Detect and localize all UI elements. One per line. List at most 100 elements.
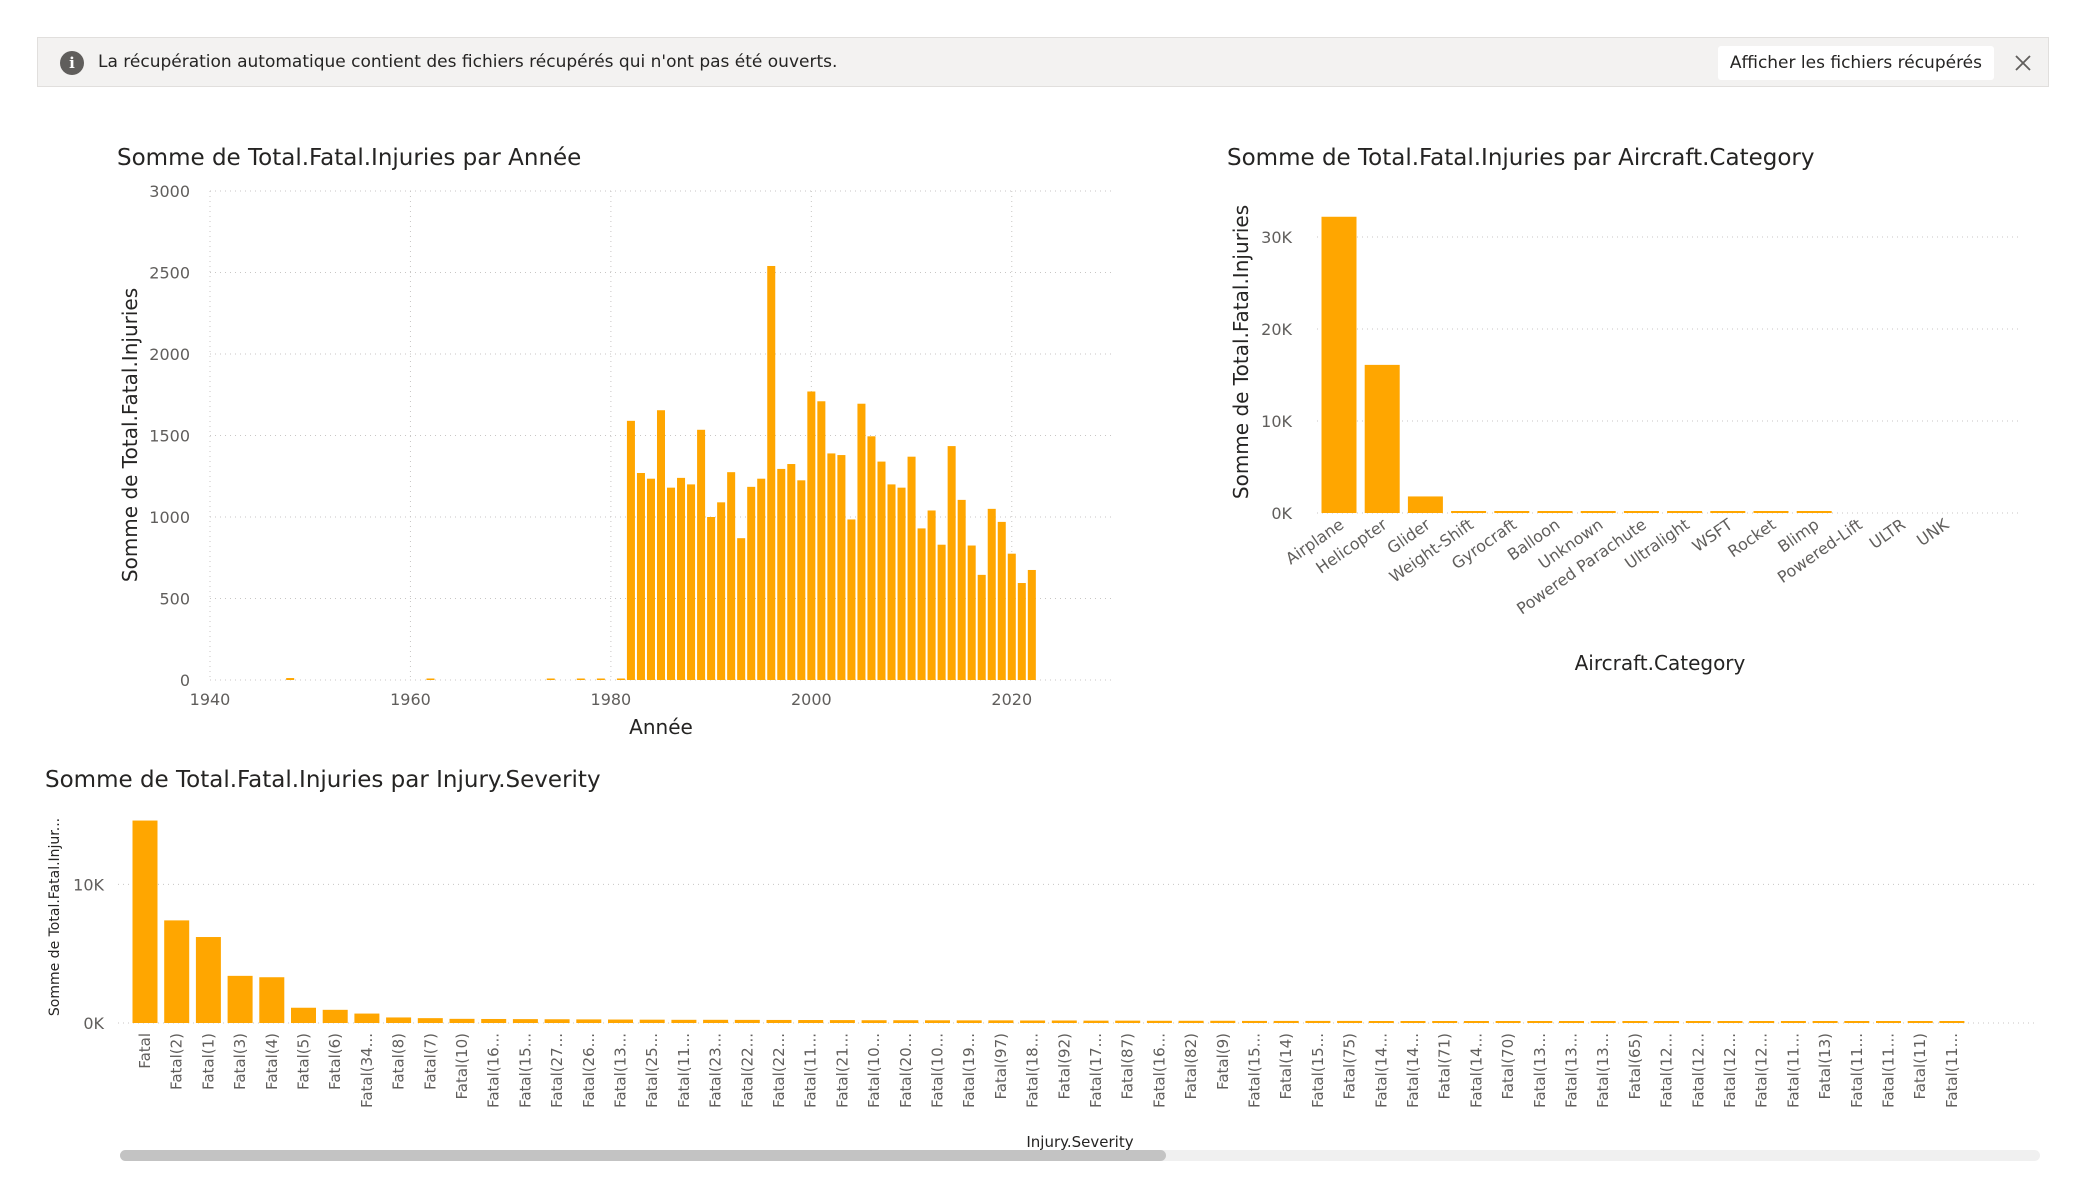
severity-x-tick-label: Fatal(97)	[992, 1033, 1010, 1099]
severity-bar	[576, 1019, 602, 1023]
severity-bar	[956, 1020, 982, 1023]
severity-bar	[322, 1009, 348, 1023]
year-y-tick-label: 0	[180, 671, 190, 690]
severity-x-tick-label: Fatal(11...	[675, 1033, 693, 1108]
severity-x-tick-label: Fatal(10...	[865, 1033, 883, 1108]
severity-x-tick-label: Fatal(12...	[1658, 1033, 1676, 1108]
year-bar	[957, 499, 966, 680]
info-icon: i	[60, 51, 84, 75]
year-bar	[687, 484, 696, 680]
severity-bar	[227, 975, 253, 1023]
severity-bar	[1749, 1021, 1775, 1023]
severity-x-tick-label: Fatal(23...	[707, 1033, 725, 1108]
severity-x-tick-label: Fatal(18...	[1024, 1033, 1042, 1108]
severity-x-tick-label: Fatal(87)	[1119, 1033, 1137, 1099]
close-icon[interactable]	[2012, 52, 2034, 74]
category-bar	[1580, 511, 1616, 513]
year-y-tick-label: 1000	[149, 508, 190, 527]
severity-x-tick-label: Fatal(6)	[326, 1033, 344, 1090]
year-bar	[977, 574, 986, 680]
category-bar	[1667, 511, 1703, 513]
severity-x-tick-label: Fatal(70)	[1499, 1033, 1517, 1099]
severity-x-tick-label: Fatal(11)	[1911, 1033, 1929, 1099]
severity-bar	[1590, 1021, 1616, 1023]
show-recovered-files-button[interactable]: Afficher les fichiers récupérés	[1717, 46, 1994, 80]
severity-y-axis-title: Somme de Total.Fatal.Injur...	[47, 818, 63, 1016]
severity-bar	[512, 1019, 538, 1023]
severity-bar	[1495, 1021, 1521, 1023]
severity-x-tick-label: Fatal(12...	[1721, 1033, 1739, 1108]
year-bar	[987, 508, 996, 680]
severity-bar	[703, 1019, 729, 1023]
severity-x-tick-label: Fatal(13)	[1816, 1033, 1834, 1099]
severity-bar	[259, 977, 285, 1023]
category-bar	[1753, 511, 1789, 513]
severity-bar	[417, 1018, 443, 1023]
severity-bar	[798, 1020, 824, 1023]
year-bar	[757, 478, 766, 680]
severity-x-tick-label: Fatal(20...	[897, 1033, 915, 1108]
severity-bar	[354, 1013, 380, 1023]
severity-bar	[1083, 1020, 1109, 1023]
year-x-axis-title: Année	[629, 715, 693, 739]
severity-x-tick-label: Fatal(71)	[1436, 1033, 1454, 1099]
year-bar	[787, 464, 796, 680]
recovery-notification-bar: i La récupération automatique contient d…	[37, 37, 2049, 87]
category-x-tick-label: ULTR	[1866, 515, 1909, 553]
severity-bar	[1337, 1020, 1363, 1023]
severity-y-tick-label: 10K	[73, 875, 104, 894]
severity-bar	[671, 1019, 697, 1023]
year-bar	[1027, 569, 1036, 680]
severity-bar	[1368, 1021, 1394, 1023]
category-y-tick-label: 20K	[1261, 320, 1292, 339]
year-y-tick-label: 500	[159, 590, 190, 609]
severity-x-tick-label: Fatal(7)	[421, 1033, 439, 1090]
category-y-axis-title: Somme de Total.Fatal.Injuries	[1229, 205, 1253, 499]
year-x-tick-label: 1940	[190, 690, 231, 709]
year-bar	[807, 391, 816, 680]
severity-bar	[734, 1019, 760, 1023]
severity-x-tick-label: Fatal(92)	[1055, 1033, 1073, 1099]
category-bar	[1494, 511, 1530, 513]
severity-bar	[1305, 1020, 1331, 1023]
year-bar	[727, 472, 736, 680]
year-bar	[667, 487, 676, 680]
year-bar	[897, 487, 906, 680]
severity-x-tick-label: Fatal(14)	[1277, 1033, 1295, 1099]
severity-chart-title: Somme de Total.Fatal.Injuries par Injury…	[45, 767, 601, 793]
severity-bar	[1812, 1021, 1838, 1023]
year-bar	[947, 446, 956, 680]
severity-bar	[829, 1020, 855, 1023]
severity-bar	[1622, 1021, 1648, 1023]
year-y-axis-title: Somme de Total.Fatal.Injuries	[118, 288, 142, 582]
severity-x-tick-label: Fatal(13...	[1563, 1033, 1581, 1108]
year-bar	[616, 678, 625, 680]
severity-x-tick-label: Fatal(13...	[1531, 1033, 1549, 1108]
severity-bar	[1210, 1020, 1236, 1023]
severity-bar	[1907, 1021, 1933, 1023]
year-bar	[707, 517, 716, 680]
severity-x-tick-label: Fatal(22...	[770, 1033, 788, 1108]
severity-bar	[1780, 1021, 1806, 1023]
severity-bar	[925, 1020, 950, 1023]
severity-bar	[1527, 1021, 1553, 1023]
year-x-tick-label: 2000	[791, 690, 832, 709]
severity-x-tick-label: Fatal(17...	[1087, 1033, 1105, 1108]
year-y-tick-label: 2000	[149, 345, 190, 364]
severity-x-tick-label: Fatal(8)	[390, 1033, 408, 1090]
severity-x-tick-label: Fatal(11...	[802, 1033, 820, 1108]
year-bar	[656, 410, 666, 680]
severity-bar	[164, 920, 190, 1023]
year-bar	[937, 544, 946, 680]
severity-x-tick-label: Fatal(9)	[1214, 1033, 1232, 1090]
severity-x-tick-label: Fatal(12...	[1753, 1033, 1771, 1108]
year-bar	[286, 678, 295, 680]
year-y-tick-label: 3000	[149, 182, 190, 201]
year-bar	[737, 538, 746, 680]
severity-x-tick-label: Fatal(25...	[643, 1033, 661, 1108]
horizontal-scrollbar-thumb[interactable]	[120, 1150, 1166, 1161]
severity-bar	[449, 1018, 475, 1023]
severity-bar	[544, 1019, 570, 1023]
year-y-tick-label: 2500	[149, 264, 190, 283]
category-chart-title: Somme de Total.Fatal.Injuries par Aircra…	[1227, 145, 1815, 171]
